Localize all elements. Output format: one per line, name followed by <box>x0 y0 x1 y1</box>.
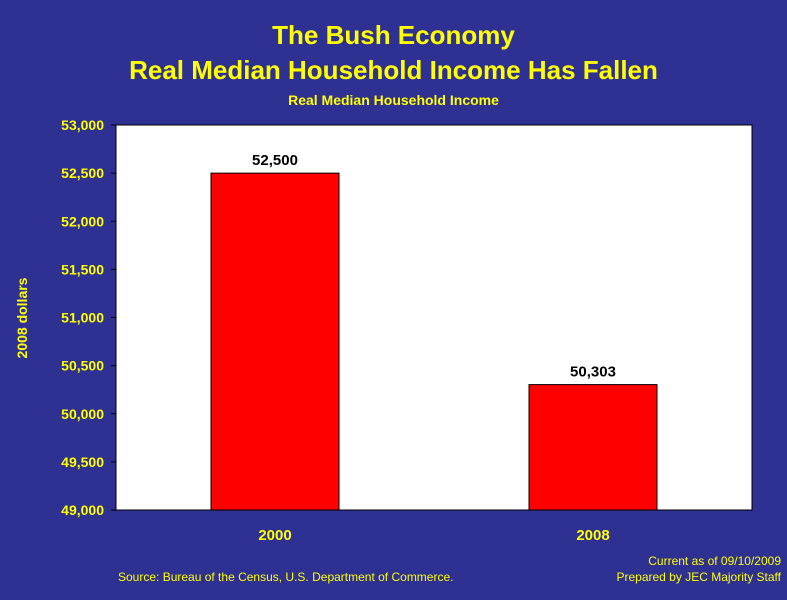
x-tick-label-2000: 2000 <box>258 527 291 544</box>
y-axis-ticks: 49,000 49,500 50,000 50,500 51,000 51,500 52,0… <box>61 117 116 518</box>
bar-2000 <box>210 172 340 511</box>
x-tick-label-2008: 2008 <box>576 527 609 544</box>
y-tick-label: 52,000 <box>61 213 104 229</box>
chart-subtitle: Real Median Household Income <box>288 92 499 108</box>
x-axis-tick-labels: 2000 2008 <box>258 527 609 544</box>
prepared-by-note: Prepared by JEC Majority Staff <box>616 570 781 584</box>
chart-title-line-1: The Bush Economy <box>272 20 515 50</box>
chart-title-line-2: Real Median Household Income Has Fallen <box>129 55 658 85</box>
source-note: Source: Bureau of the Census, U.S. Depar… <box>118 570 454 584</box>
y-tick-label: 50,000 <box>61 406 104 422</box>
bar-2008 <box>528 384 658 511</box>
current-as-of-note: Current as of 09/10/2009 <box>648 554 781 568</box>
y-tick-label: 49,500 <box>61 454 104 470</box>
y-tick-label: 52,500 <box>61 165 104 181</box>
data-label-2008: 50,303 <box>570 364 616 381</box>
y-tick-label: 51,500 <box>61 261 104 277</box>
bars: 52,500 50,303 <box>210 152 658 511</box>
y-tick-label: 50,500 <box>61 358 104 374</box>
y-tick-label: 53,000 <box>61 117 104 133</box>
y-tick-label: 49,000 <box>61 502 104 518</box>
y-tick-label: 51,000 <box>61 310 104 326</box>
data-label-2000: 52,500 <box>252 152 298 169</box>
